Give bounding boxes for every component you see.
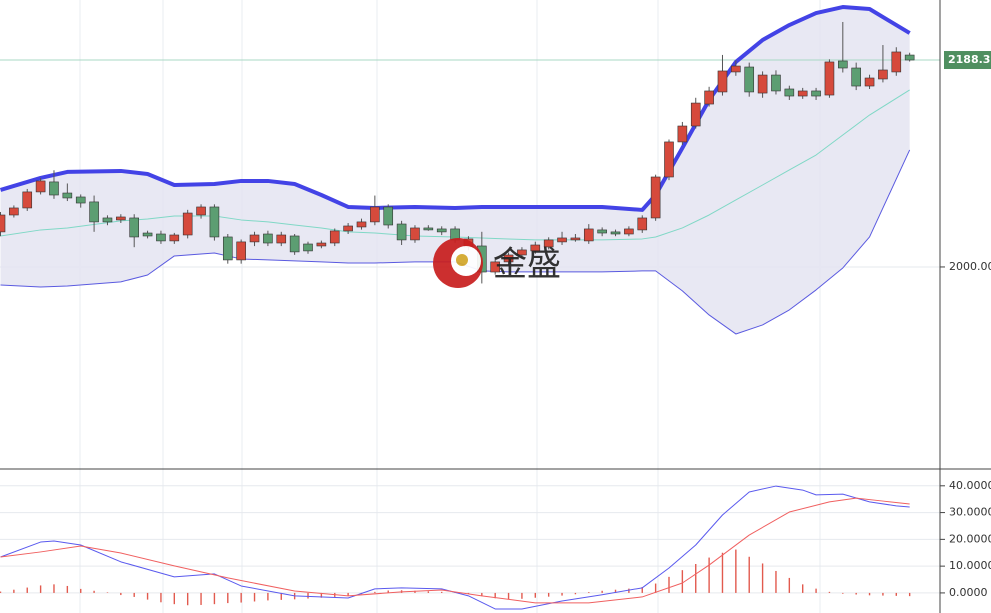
candle-body xyxy=(116,216,126,221)
candle-body xyxy=(222,236,233,261)
candle-body xyxy=(824,61,835,96)
candle-body xyxy=(169,234,180,242)
candle-body xyxy=(904,54,915,61)
candle-body xyxy=(182,212,193,236)
candle-body xyxy=(396,223,407,241)
candle-body xyxy=(289,235,300,253)
candle-body xyxy=(891,51,902,73)
candle-body xyxy=(102,217,113,223)
candle-body xyxy=(690,102,701,127)
last-price-box xyxy=(944,51,991,70)
candle-body xyxy=(236,241,246,261)
candle-body xyxy=(276,234,287,244)
candle-body xyxy=(75,196,86,204)
candle-body xyxy=(383,206,394,226)
candle-body xyxy=(316,242,327,247)
candle-body xyxy=(530,244,541,252)
candle-body xyxy=(49,181,59,196)
candle-body xyxy=(664,141,674,178)
candle-body xyxy=(517,249,527,256)
candle-body xyxy=(142,232,153,237)
candle-body xyxy=(811,90,821,97)
candle-body xyxy=(22,191,33,209)
candle-body xyxy=(543,239,554,248)
y-tick-label: 0.0000 xyxy=(949,586,988,599)
candle-body xyxy=(303,243,313,252)
y-tick-label: 40.0000 xyxy=(949,479,991,492)
candle-body xyxy=(249,234,260,243)
candle-body xyxy=(757,74,768,94)
candle-body xyxy=(851,67,861,87)
candle-body xyxy=(410,227,420,241)
candle-body xyxy=(490,261,500,273)
candle-body xyxy=(343,225,353,232)
candle-body xyxy=(35,180,46,193)
candle-body xyxy=(797,90,808,97)
candle-body xyxy=(784,88,795,97)
candle-body xyxy=(129,217,139,238)
candle-body xyxy=(503,254,514,263)
candle-body xyxy=(423,227,434,231)
candle-body xyxy=(196,206,206,216)
indicator-line xyxy=(0,497,910,604)
candle-body xyxy=(677,125,688,143)
candle-body xyxy=(156,233,166,242)
y-tick-label: 20.0000 xyxy=(949,532,991,545)
candle-body xyxy=(624,228,634,235)
candle-body xyxy=(744,66,755,93)
candle-body xyxy=(864,77,875,87)
candle-body xyxy=(637,217,648,231)
candle-body xyxy=(263,233,273,244)
candle-body xyxy=(370,206,380,223)
candle-body xyxy=(62,192,73,199)
y-tick-label: 30.0000 xyxy=(949,506,991,519)
watermark-text: 金盛 xyxy=(493,245,561,285)
candle-body xyxy=(731,65,741,73)
candle-body xyxy=(878,69,888,80)
candle-body xyxy=(436,228,447,233)
candle-body xyxy=(557,237,567,243)
candle-body xyxy=(0,214,6,233)
y-tick-label: 2000.00 xyxy=(949,260,991,273)
candle-body xyxy=(329,230,340,244)
candle-body xyxy=(583,228,594,242)
candle-body xyxy=(717,70,728,93)
candle-body xyxy=(356,221,367,228)
candle-body xyxy=(610,231,621,235)
y-tick-label: 10.0000 xyxy=(949,559,991,572)
indicator-line xyxy=(0,485,910,610)
watermark: 金盛 xyxy=(433,238,561,288)
vertical-grid xyxy=(79,0,821,613)
candle-body xyxy=(209,206,220,238)
candle-body xyxy=(704,90,714,105)
candle-body xyxy=(570,237,581,241)
candle-body xyxy=(597,229,607,234)
marks-layer xyxy=(0,5,915,610)
indicator-line xyxy=(0,5,911,212)
axis-layer: 2000.00 2188.37 0.0000 10.0000 20.0000 30.000… xyxy=(940,51,991,599)
candle-body xyxy=(650,176,661,219)
candle-body xyxy=(9,207,19,216)
candle-body xyxy=(771,74,781,92)
candle-body xyxy=(838,60,848,69)
logo-dot xyxy=(456,254,468,266)
candle-body xyxy=(89,201,99,223)
last-price-label: 2188.37 xyxy=(948,53,991,66)
